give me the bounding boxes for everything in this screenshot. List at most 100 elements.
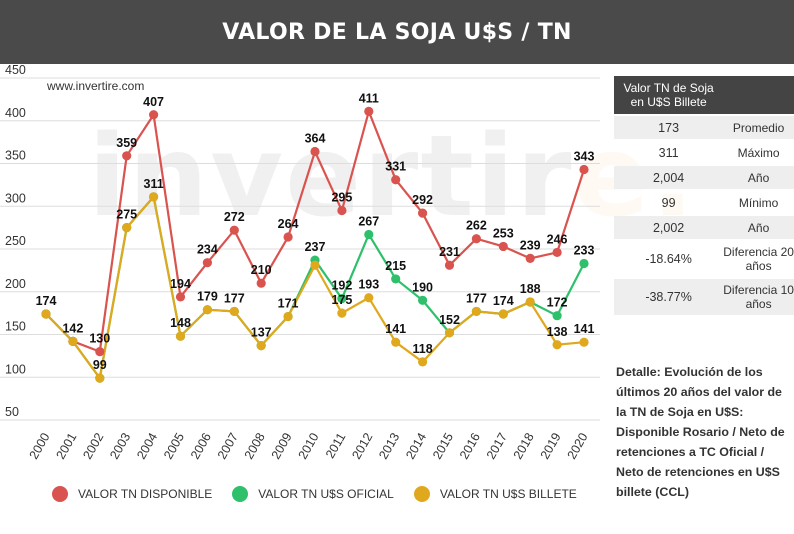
data-point bbox=[310, 146, 320, 157]
data-label: 364 bbox=[305, 132, 326, 146]
x-tick-label: 2012 bbox=[349, 430, 375, 461]
page-title: VALOR DE LA SOJA U$S / TN bbox=[222, 19, 572, 45]
stat-value: -18.64% bbox=[645, 252, 692, 266]
data-point bbox=[95, 373, 105, 383]
y-tick-label: 150 bbox=[5, 320, 26, 334]
stats-table-header: Valor TN de Soja en U$S Billete bbox=[614, 76, 724, 114]
chart-legend: VALOR TN DISPONIBLE VALOR TN U$S OFICIAL… bbox=[52, 486, 597, 502]
data-point bbox=[149, 110, 159, 120]
legend-dot-oficial bbox=[232, 486, 249, 502]
data-label: 174 bbox=[36, 294, 57, 308]
data-point bbox=[68, 336, 78, 346]
stat-value: 99 bbox=[661, 195, 676, 210]
data-point bbox=[283, 311, 293, 322]
data-label: 210 bbox=[251, 263, 272, 277]
stat-label: Año bbox=[723, 216, 794, 239]
data-point bbox=[95, 347, 105, 357]
data-label: 234 bbox=[197, 243, 218, 257]
stats-table-header-right bbox=[723, 76, 794, 114]
data-point bbox=[418, 357, 428, 367]
data-point bbox=[418, 208, 428, 218]
stat-value: 173 bbox=[614, 116, 724, 139]
data-point bbox=[579, 258, 589, 269]
data-point bbox=[229, 225, 239, 235]
data-label: 130 bbox=[89, 332, 110, 346]
data-label: 141 bbox=[385, 322, 406, 336]
data-point bbox=[418, 295, 428, 305]
data-point bbox=[256, 278, 266, 288]
data-label: 179 bbox=[197, 290, 218, 304]
data-point bbox=[391, 274, 401, 284]
data-point bbox=[552, 340, 562, 350]
legend-item-disponible: VALOR TN DISPONIBLE bbox=[52, 486, 212, 502]
data-point bbox=[525, 253, 535, 264]
data-label: 152 bbox=[439, 313, 460, 327]
legend-item-oficial: VALOR TN U$S OFICIAL bbox=[232, 486, 394, 502]
data-point bbox=[337, 205, 347, 216]
x-tick-label: 2020 bbox=[565, 430, 591, 461]
data-point bbox=[525, 297, 535, 307]
data-point bbox=[122, 223, 132, 233]
data-label: 138 bbox=[547, 325, 568, 339]
data-label: 275 bbox=[116, 208, 137, 222]
data-point bbox=[283, 232, 293, 242]
data-point bbox=[444, 260, 455, 270]
data-label: 331 bbox=[385, 160, 406, 174]
data-label: 137 bbox=[251, 326, 272, 340]
data-label: 174 bbox=[493, 294, 514, 308]
data-label: 239 bbox=[520, 238, 541, 252]
data-point bbox=[471, 306, 481, 317]
data-label: 407 bbox=[143, 95, 164, 109]
x-tick-label: 2017 bbox=[484, 430, 510, 461]
data-label: 231 bbox=[439, 245, 460, 259]
stat-value: 2,002 bbox=[614, 216, 724, 239]
data-label: 192 bbox=[331, 279, 352, 293]
x-tick-label: 2005 bbox=[161, 430, 187, 461]
data-label: 272 bbox=[224, 210, 245, 224]
data-point bbox=[471, 234, 481, 244]
data-label: 188 bbox=[520, 282, 541, 296]
y-tick-label: 50 bbox=[5, 405, 19, 419]
x-tick-label: 2001 bbox=[53, 430, 79, 461]
data-point bbox=[149, 192, 159, 202]
y-tick-label: 100 bbox=[5, 362, 26, 376]
x-tick-label: 2003 bbox=[107, 430, 133, 461]
data-point bbox=[391, 337, 401, 347]
data-label: 233 bbox=[574, 244, 595, 258]
data-point bbox=[175, 292, 186, 302]
x-tick-label: 2018 bbox=[511, 430, 537, 461]
legend-dot-billete bbox=[413, 486, 430, 502]
data-label: 141 bbox=[574, 322, 595, 336]
title-bar: VALOR DE LA SOJA U$S / TN bbox=[0, 0, 794, 64]
data-label: 411 bbox=[359, 91, 379, 105]
line-chart: 50 100 150 200 250 300 350 400 450 2000 2001 2002 20… bbox=[0, 63, 606, 534]
data-point bbox=[175, 331, 186, 341]
legend-label: VALOR TN U$S BILLETE bbox=[439, 487, 577, 501]
x-tick-label: 2007 bbox=[215, 430, 241, 461]
data-point bbox=[337, 293, 347, 304]
y-tick-label: 250 bbox=[5, 234, 26, 248]
x-tick-label: 2014 bbox=[403, 430, 429, 461]
legend-item-billete: VALOR TN U$S BILLETE bbox=[413, 486, 577, 502]
data-point bbox=[444, 328, 455, 338]
y-tick-label: 300 bbox=[5, 191, 26, 205]
y-tick-label: 350 bbox=[5, 149, 26, 163]
data-label: 215 bbox=[385, 259, 406, 273]
data-point bbox=[364, 293, 374, 303]
x-tick-label: 2008 bbox=[242, 430, 268, 461]
legend-dot-disponible bbox=[52, 486, 68, 502]
data-label: 264 bbox=[278, 217, 299, 231]
data-label: 295 bbox=[331, 191, 352, 205]
data-label: 311 bbox=[144, 177, 164, 191]
legend-label: VALOR TN U$S OFICIAL bbox=[258, 487, 394, 501]
data-point bbox=[202, 305, 212, 315]
data-label: 267 bbox=[358, 214, 379, 228]
x-tick-label: 2004 bbox=[134, 430, 160, 461]
stat-label: Año bbox=[723, 166, 794, 189]
data-label: 99 bbox=[93, 358, 107, 372]
data-label: 253 bbox=[493, 226, 514, 240]
x-tick-label: 2010 bbox=[296, 430, 322, 461]
x-tick-label: 2016 bbox=[457, 430, 483, 461]
data-label: 148 bbox=[170, 316, 191, 330]
